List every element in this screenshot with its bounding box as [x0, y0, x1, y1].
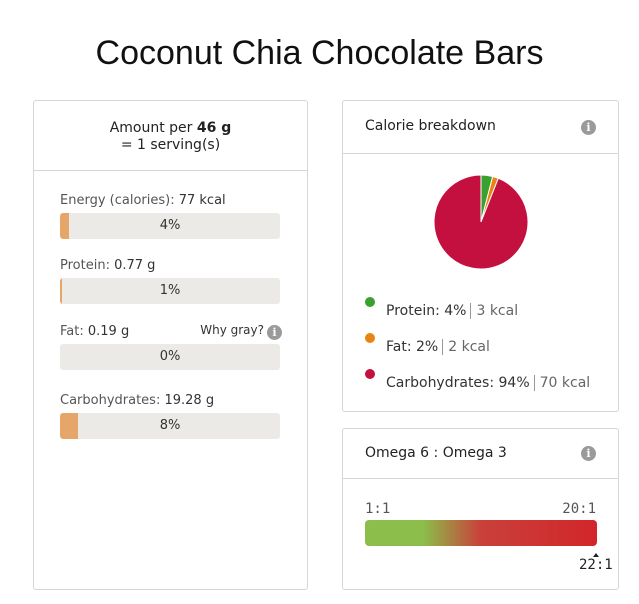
- omega-header: Omega 6 : Omega 3 i: [343, 429, 618, 479]
- energy-value: 77 kcal: [178, 193, 226, 208]
- legend-protein-percent: 4%: [444, 303, 467, 319]
- fat-value: 0.19 g: [87, 324, 130, 339]
- why-gray-link[interactable]: Why gray? i: [200, 322, 282, 340]
- scale-min-label: 1:1: [365, 501, 391, 517]
- legend-carbohydrates-percent: 94%: [498, 375, 530, 391]
- legend-protein-name: Protein:: [386, 303, 440, 319]
- carbohydrates-row: Carbohydrates: 19.28 g 8%: [60, 393, 282, 439]
- omega-title: Omega 6 : Omega 3: [365, 445, 507, 461]
- info-icon: i: [267, 325, 282, 340]
- nutrition-card: Amount per 46 g = 1 serving(s) Energy (c…: [33, 100, 308, 590]
- protein-bar-fill: [60, 278, 63, 304]
- fat-row: Fat: 0.19 g Why gray? i 0%: [60, 322, 282, 370]
- fat-percent: 0%: [159, 349, 181, 364]
- legend-dot-carbohydrates: [365, 369, 375, 379]
- protein-value: 0.77 g: [114, 258, 156, 273]
- legend-fat-name: Fat:: [386, 339, 412, 355]
- carbohydrates-bar: 8%: [60, 413, 280, 439]
- fat-bar: 0%: [60, 344, 280, 370]
- page-title: Coconut Chia Chocolate Bars: [95, 34, 544, 72]
- protein-percent: 1%: [159, 283, 181, 298]
- calorie-pie-chart: [433, 174, 529, 270]
- energy-bar: 4%: [60, 213, 280, 239]
- calorie-header: Calorie breakdown i: [343, 101, 618, 154]
- legend-fat-kcal: 2 kcal: [442, 339, 490, 355]
- legend-fat-percent: 2%: [416, 339, 439, 355]
- legend-carbohydrates-name: Carbohydrates:: [386, 375, 495, 391]
- info-icon[interactable]: i: [581, 120, 596, 135]
- amount-value: 46 g: [196, 120, 232, 136]
- info-icon[interactable]: i: [581, 446, 596, 461]
- carbohydrates-percent: 8%: [159, 418, 181, 433]
- fat-label: Fat:: [60, 324, 84, 339]
- amount-prefix: Amount per: [109, 120, 193, 136]
- omega-ratio-card: Omega 6 : Omega 3 i 1:1 20:1 22:1: [342, 428, 619, 590]
- legend-protein-kcal: 3 kcal: [470, 303, 519, 319]
- energy-percent: 4%: [159, 218, 181, 233]
- legend-dot-fat: [365, 333, 375, 343]
- energy-row: Energy (calories): 77 kcal 4%: [60, 193, 282, 239]
- carbohydrates-bar-fill: [60, 413, 78, 439]
- carbohydrates-label: Carbohydrates:: [60, 393, 161, 408]
- protein-row: Protein: 0.77 g 1%: [60, 258, 282, 304]
- protein-bar: 1%: [60, 278, 280, 304]
- why-gray-label: Why gray?: [200, 323, 264, 337]
- legend-dot-protein: [365, 297, 375, 307]
- legend-carbohydrates-kcal: 70 kcal: [533, 375, 591, 391]
- amount-line: Amount per 46 g: [34, 120, 307, 137]
- serving-line: = 1 serving(s): [120, 137, 221, 153]
- pie-slice-carbohydrates: [433, 174, 529, 270]
- calorie-title: Calorie breakdown: [365, 118, 496, 134]
- scale-max-label: 20:1: [562, 501, 596, 517]
- ratio-marker-label: 22:1: [579, 557, 613, 573]
- carbohydrates-value: 19.28 g: [164, 393, 215, 408]
- energy-label: Energy (calories):: [60, 193, 175, 208]
- serving-header: Amount per 46 g = 1 serving(s): [34, 101, 307, 171]
- omega-ratio-scale: [365, 520, 597, 546]
- energy-bar-fill: [60, 213, 69, 239]
- protein-label: Protein:: [60, 258, 110, 273]
- calorie-breakdown-card: Calorie breakdown i Protein: 4% 3 kcal Fa…: [342, 100, 619, 412]
- ratio-marker-icon: [593, 553, 599, 557]
